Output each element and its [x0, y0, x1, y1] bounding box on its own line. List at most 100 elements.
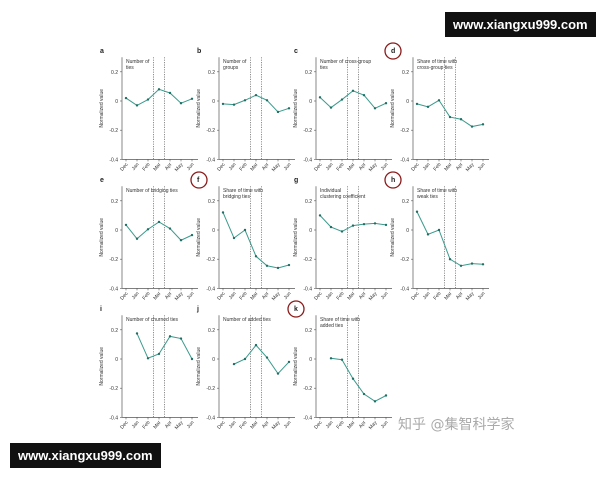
data-point [340, 98, 344, 101]
panel-title: Share of time with [417, 188, 457, 194]
x-tick-label: Mar [249, 291, 259, 302]
data-point [384, 223, 388, 227]
x-tick-label: Dec [216, 161, 227, 172]
data-point [243, 99, 247, 102]
y-tick-label: 0.2 [402, 70, 409, 76]
x-tick-label: May [368, 290, 379, 301]
series-line [136, 333, 193, 360]
data-point [190, 357, 194, 361]
data-point [426, 105, 430, 109]
x-tick-label: Jun [380, 291, 390, 301]
data-point [221, 102, 225, 106]
data-point [146, 357, 150, 360]
y-tick-label: 0.2 [111, 70, 118, 76]
data-point [124, 223, 128, 227]
y-tick-label: -0.2 [400, 257, 409, 263]
y-axis-label: Normalized value [196, 218, 202, 257]
watermark-bottom: www.xiangxu999.com [10, 443, 161, 468]
x-tick-label: Feb [432, 162, 442, 173]
data-point [254, 255, 258, 258]
x-tick-label: Apr [261, 162, 271, 172]
y-tick-label: 0 [406, 99, 409, 105]
panel-letter: g [294, 177, 298, 184]
y-tick-label: 0 [212, 357, 215, 363]
data-point [168, 227, 172, 230]
data-point [124, 96, 128, 100]
x-tick-label: Dec [119, 290, 130, 301]
x-tick-label: Feb [432, 291, 442, 302]
panel-letter: b [197, 48, 201, 55]
panel-letter: j [196, 306, 199, 313]
x-tick-label: Mar [346, 420, 356, 431]
x-tick-label: May [465, 161, 476, 172]
y-tick-label: 0 [115, 99, 118, 105]
x-tick-label: Feb [238, 420, 248, 431]
x-tick-label: Apr [358, 420, 368, 430]
x-tick-label: Feb [335, 162, 345, 173]
x-tick-label: Apr [455, 162, 465, 172]
y-axis-label: Normalized value [390, 89, 396, 128]
y-tick-label: 0 [212, 228, 215, 234]
series-line [125, 221, 193, 241]
y-tick-label: 0 [406, 228, 409, 234]
x-tick-label: Jun [380, 162, 390, 172]
y-tick-label: -0.2 [303, 386, 312, 392]
y-axis-label: Normalized value [196, 89, 202, 128]
data-point [157, 88, 161, 91]
data-point [459, 118, 463, 121]
x-tick-label: Apr [358, 162, 368, 172]
data-point [254, 343, 258, 347]
y-tick-label: -0.4 [303, 286, 312, 292]
data-point [329, 357, 333, 360]
x-tick-label: Feb [141, 291, 151, 302]
data-point [146, 228, 150, 231]
data-point [318, 96, 322, 99]
x-tick-label: Jun [283, 420, 293, 430]
x-tick-label: May [174, 290, 185, 301]
y-tick-label: -0.4 [206, 157, 215, 163]
x-tick-label: May [465, 290, 476, 301]
data-point [168, 335, 172, 338]
y-tick-label: -0.4 [109, 157, 118, 163]
x-tick-label: Jun [186, 162, 196, 172]
y-axis-label: Normalized value [390, 218, 396, 257]
data-point [459, 264, 463, 267]
data-point [351, 89, 355, 92]
x-tick-label: Feb [141, 420, 151, 431]
zhihu-watermark: 知乎 @集智科学家 [398, 417, 515, 433]
x-tick-label: Dec [410, 161, 421, 172]
y-tick-label: -0.4 [206, 286, 215, 292]
data-point [232, 362, 236, 366]
data-point [287, 263, 291, 267]
data-point [265, 356, 269, 359]
data-point [318, 214, 322, 217]
panel-title: weak ties [417, 194, 438, 200]
y-tick-label: -0.4 [206, 415, 215, 421]
x-tick-label: Jan [131, 420, 141, 430]
data-point [135, 332, 139, 335]
series-line [222, 94, 290, 113]
x-tick-label: Dec [119, 419, 130, 430]
y-tick-label: -0.4 [109, 286, 118, 292]
data-point [287, 360, 291, 364]
x-tick-label: May [271, 161, 282, 172]
x-tick-label: Dec [410, 290, 421, 301]
panel-title: Share of time with [320, 317, 360, 323]
x-tick-label: May [271, 290, 282, 301]
data-point [232, 236, 236, 240]
x-tick-label: Jan [325, 291, 335, 301]
x-tick-label: Jun [186, 420, 196, 430]
x-tick-label: Jan [422, 162, 432, 172]
y-tick-label: 0.2 [305, 199, 312, 205]
series-line [330, 357, 387, 402]
x-tick-label: Jun [186, 291, 196, 301]
y-axis-label: Normalized value [293, 347, 299, 386]
y-tick-label: -0.2 [109, 386, 118, 392]
data-point [470, 262, 474, 265]
